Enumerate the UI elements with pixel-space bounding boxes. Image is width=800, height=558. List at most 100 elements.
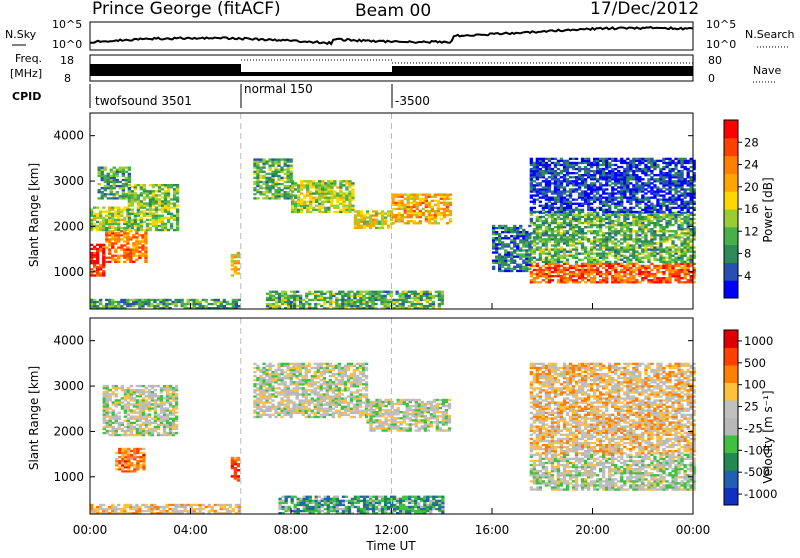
cell-power-10 <box>617 232 620 234</box>
cell-power-11 <box>596 188 599 190</box>
cell-power-0 <box>102 272 105 274</box>
cell-power-11 <box>629 174 632 176</box>
cell-power-11 <box>536 166 539 168</box>
cell-power-4 <box>101 167 104 169</box>
cell-power-15 <box>347 305 350 307</box>
cell-power-5 <box>262 187 265 189</box>
cell-power-15 <box>435 295 438 297</box>
cell-power-7 <box>384 223 387 225</box>
cell-power-3 <box>146 204 149 206</box>
cell-power-11 <box>605 199 608 201</box>
cell-power-7 <box>363 216 366 218</box>
cell-power-12 <box>516 247 519 249</box>
cell-power-11 <box>665 172 668 174</box>
cell-power-1 <box>126 242 129 244</box>
cell-power-9 <box>671 265 674 267</box>
cell-power-11 <box>605 162 608 164</box>
cell-power-14 <box>226 303 229 305</box>
cell-power-9 <box>620 269 623 271</box>
cell-power-0 <box>96 252 99 254</box>
cell-power-9 <box>665 279 668 281</box>
cell-power-15 <box>411 301 414 303</box>
cell-power-11 <box>584 158 587 160</box>
cell-power-10 <box>662 238 665 240</box>
cell-power-15 <box>341 303 344 305</box>
cell-power-13 <box>234 268 237 270</box>
cell-power-3 <box>161 202 164 204</box>
cell-power-11 <box>542 209 545 211</box>
cell-power-10 <box>671 216 674 218</box>
cell-power-3 <box>161 221 164 223</box>
cell-power-3 <box>146 190 149 192</box>
cell-power-4 <box>101 197 104 199</box>
cell-power-4 <box>122 167 125 169</box>
cell-power-11 <box>578 205 581 207</box>
cell-power-8 <box>395 220 398 222</box>
cell-power-1 <box>117 259 120 261</box>
cell-velocity-0 <box>109 399 112 401</box>
cell-power-12 <box>507 270 510 272</box>
cell-velocity-0 <box>127 414 130 416</box>
cell-power-11 <box>563 186 566 188</box>
cell-power-11 <box>593 199 596 201</box>
cell-power-11 <box>656 205 659 207</box>
cell-power-14 <box>117 305 120 307</box>
cell-power-11 <box>668 162 671 164</box>
cell-power-14 <box>132 301 135 303</box>
cell-power-11 <box>578 192 581 194</box>
cell-power-3 <box>164 207 167 209</box>
cell-power-3 <box>143 190 146 192</box>
cell-power-9 <box>620 263 623 265</box>
cell-power-11 <box>665 192 668 194</box>
cell-power-2 <box>93 223 96 225</box>
cell-power-11 <box>614 172 617 174</box>
cell-power-5 <box>253 177 256 179</box>
cell-power-15 <box>272 291 275 293</box>
cell-power-8 <box>437 222 440 224</box>
cell-power-11 <box>626 178 629 180</box>
cell-power-10 <box>548 253 551 255</box>
cell-power-6 <box>300 207 303 209</box>
cell-power-5 <box>268 179 271 181</box>
cell-power-14 <box>162 301 165 303</box>
cell-power-8 <box>434 196 437 198</box>
cell-power-6 <box>336 192 339 194</box>
cell-power-11 <box>614 164 617 166</box>
cell-power-10 <box>638 244 641 246</box>
cell-power-10 <box>548 238 551 240</box>
cell-power-9 <box>650 281 653 283</box>
cell-power-11 <box>539 190 542 192</box>
cell-power-9 <box>569 273 572 275</box>
cell-power-12 <box>525 241 528 243</box>
cell-power-8 <box>395 208 398 210</box>
cell-velocity-0 <box>118 428 121 430</box>
cell-power-11 <box>680 199 683 201</box>
cell-power-8 <box>413 200 416 202</box>
cell-power-9 <box>578 275 581 277</box>
cell-power-10 <box>548 222 551 224</box>
cell-power-11 <box>563 199 566 201</box>
cell-power-10 <box>596 224 599 226</box>
cell-power-10 <box>593 253 596 255</box>
cell-power-11 <box>560 192 563 194</box>
cell-power-11 <box>581 192 584 194</box>
cell-power-9 <box>638 267 641 269</box>
cell-power-11 <box>684 158 687 160</box>
cell-power-15 <box>368 295 371 297</box>
cell-power-10 <box>602 246 605 248</box>
cell-power-6 <box>312 209 315 211</box>
cell-power-10 <box>659 255 662 257</box>
cell-power-1 <box>141 255 144 257</box>
cell-power-10 <box>674 212 677 214</box>
cell-power-10 <box>569 236 572 238</box>
cell-power-11 <box>590 174 593 176</box>
cell-power-6 <box>327 201 330 203</box>
cell-power-6 <box>294 209 297 211</box>
cell-power-11 <box>557 162 560 164</box>
cell-power-10 <box>572 248 575 250</box>
cell-power-9 <box>599 281 602 283</box>
cell-power-10 <box>644 236 647 238</box>
cell-power-12 <box>528 225 531 227</box>
cell-power-12 <box>525 233 528 235</box>
cell-power-15 <box>335 303 338 305</box>
